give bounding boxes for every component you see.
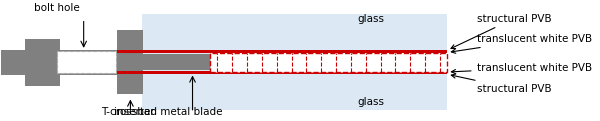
FancyBboxPatch shape	[1, 50, 57, 75]
Text: bolt hole: bolt hole	[34, 3, 80, 13]
FancyBboxPatch shape	[117, 71, 448, 74]
Text: translucent white PVB: translucent white PVB	[451, 34, 592, 53]
FancyBboxPatch shape	[25, 39, 60, 86]
FancyBboxPatch shape	[60, 50, 117, 75]
FancyBboxPatch shape	[142, 14, 448, 110]
Text: glass: glass	[357, 14, 384, 24]
FancyBboxPatch shape	[142, 54, 445, 70]
FancyBboxPatch shape	[57, 51, 116, 73]
Text: translucent white PVB: translucent white PVB	[451, 63, 592, 74]
FancyBboxPatch shape	[117, 50, 448, 53]
Text: structural PVB: structural PVB	[451, 14, 551, 49]
FancyBboxPatch shape	[117, 30, 143, 94]
Text: inserted metal blade: inserted metal blade	[115, 107, 223, 117]
FancyBboxPatch shape	[210, 53, 448, 72]
Text: structural PVB: structural PVB	[451, 74, 551, 94]
Text: glass: glass	[357, 97, 384, 107]
Text: T-crossbar: T-crossbar	[101, 107, 155, 117]
